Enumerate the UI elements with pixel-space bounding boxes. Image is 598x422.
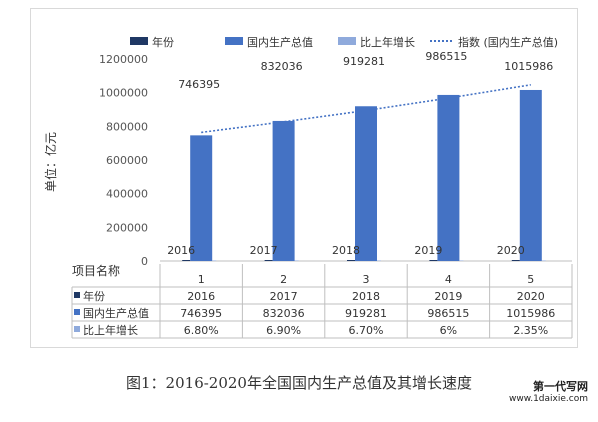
table-row-swatch (74, 292, 80, 298)
category-label: 2019 (414, 244, 442, 257)
table-row-swatch (74, 309, 80, 315)
table-row-swatch (74, 326, 80, 332)
y-tick-label: 1000000 (99, 87, 148, 100)
table-row-label: 年份 (83, 289, 105, 303)
y-tick-label: 1200000 (99, 53, 148, 66)
bar-growth (377, 260, 381, 261)
table-cell: 6.80% (184, 324, 219, 337)
table-cell: 1015986 (506, 307, 555, 320)
watermark-name: 第一代写网 (533, 380, 588, 393)
table-cell: 2018 (352, 290, 380, 303)
figure-caption: 图1：2016-2020年全国国内生产总值及其增长速度 (126, 374, 472, 392)
y-tick-label: 600000 (106, 154, 148, 167)
category-label: 2020 (497, 244, 525, 257)
watermark: 第一代写网 www.1daixie.com (509, 378, 588, 404)
bar-gdp (272, 120, 295, 261)
table-column-header: 3 (363, 273, 370, 286)
table-cell: 919281 (345, 307, 387, 320)
table-cell: 6.90% (266, 324, 301, 337)
table-column-header: 5 (527, 273, 534, 286)
bar-growth (212, 260, 217, 261)
gdp-data-label: 832036 (261, 60, 303, 73)
gdp-data-label: 919281 (343, 55, 385, 68)
legend-label-2: 比上年增长 (360, 35, 415, 49)
legend-swatch-0 (130, 37, 148, 45)
legend-label-1: 国内生产总值 (247, 35, 313, 49)
table-column-header: 1 (198, 273, 205, 286)
bar-growth (541, 260, 546, 261)
table-cell: 746395 (180, 307, 222, 320)
bar-year (264, 260, 273, 261)
table-column-header: 2 (280, 273, 287, 286)
bar-growth (459, 260, 464, 261)
bar-year (182, 260, 191, 261)
bar-growth (294, 260, 299, 261)
table-cell: 2017 (270, 290, 298, 303)
gdp-data-label: 986515 (425, 50, 467, 63)
table-row-label: 比上年增长 (83, 323, 138, 337)
bar-year (347, 260, 355, 261)
bar-gdp (519, 89, 542, 261)
table-cell: 986515 (427, 307, 469, 320)
table-cell: 832036 (263, 307, 305, 320)
bar-gdp (190, 135, 213, 261)
bar-year (429, 260, 438, 261)
legend-swatch-1 (225, 37, 243, 45)
table-row-label: 国内生产总值 (83, 306, 149, 320)
table-cell: 2.35% (513, 324, 548, 337)
table-cell: 6.70% (349, 324, 384, 337)
y-tick-label: 800000 (106, 120, 148, 133)
legend-label-3: 指数 (国内生产总值) (458, 35, 558, 49)
bar-year (511, 260, 520, 261)
y-tick-label: 400000 (106, 188, 148, 201)
bar-gdp (437, 94, 460, 261)
bar-gdp (355, 106, 377, 261)
category-label: 2016 (167, 244, 195, 257)
gdp-data-label: 746395 (178, 78, 220, 91)
y-tick-label: 200000 (106, 221, 148, 234)
table-cell: 6% (440, 324, 457, 337)
table-column-header: 4 (445, 273, 452, 286)
y-axis-title: 单位：亿元 (43, 132, 58, 192)
y-tick-label: 0 (141, 255, 148, 268)
table-header-label: 项目名称 (72, 263, 120, 278)
category-label: 2018 (332, 244, 360, 257)
table-cell: 2020 (517, 290, 545, 303)
gdp-data-label: 1015986 (504, 60, 553, 73)
table-cell: 2019 (434, 290, 462, 303)
legend-swatch-2 (338, 37, 356, 45)
chart-frame (30, 8, 578, 348)
category-label: 2017 (250, 244, 278, 257)
watermark-url: www.1daixie.com (508, 394, 588, 404)
legend-label-0: 年份 (152, 35, 174, 49)
trendline (201, 84, 531, 134)
table-cell: 2016 (187, 290, 215, 303)
